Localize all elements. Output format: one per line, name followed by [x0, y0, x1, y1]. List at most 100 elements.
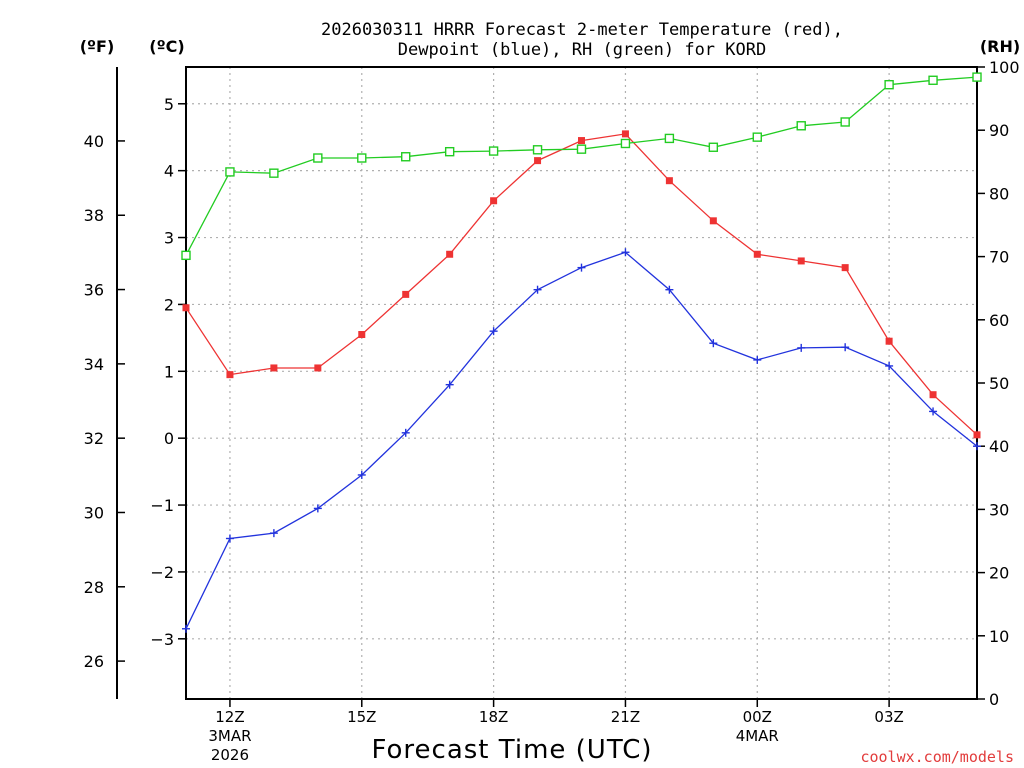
rh-tick-label: 70: [989, 248, 1009, 267]
data-point: [840, 117, 850, 127]
data-point: [973, 431, 981, 439]
rh-tick-label: 60: [989, 311, 1009, 330]
time-tick-year: 2026: [211, 746, 249, 764]
celsius-tick-label: 2: [164, 295, 174, 314]
rh-tick-label: 0: [989, 690, 999, 709]
data-point: [401, 152, 411, 162]
data-point: [534, 157, 542, 165]
data-point: [665, 177, 673, 185]
plot-frame: [185, 66, 978, 700]
time-tick-date: 4MAR: [736, 727, 779, 745]
fahrenheit-tick-label: 26: [84, 652, 104, 671]
fahrenheit-tick-label: 40: [84, 132, 104, 151]
data-point: [973, 442, 981, 451]
axes: [116, 66, 978, 700]
chart-title-line2: Dewpoint (blue), RH (green) for KORD: [398, 40, 766, 60]
fahrenheit-unit-label: (ºF): [80, 37, 115, 56]
time-tick-label: 12Z: [215, 708, 244, 726]
rh-tick-label: 40: [989, 437, 1009, 456]
series-line: [185, 133, 978, 436]
celsius-axis-ticks: −3 −2 −1 0 1 2 3 4 5: [150, 95, 186, 649]
fahrenheit-tick-label: 38: [84, 206, 104, 225]
data-point: [578, 137, 585, 145]
rh-tick-label: 30: [989, 500, 1009, 519]
data-point: [269, 168, 279, 178]
data-point: [797, 343, 806, 352]
data-point: [665, 285, 674, 294]
series-2-meter-temperature: [182, 130, 981, 439]
time-tick-label: 00Z: [743, 708, 772, 726]
celsius-tick-label: −1: [150, 496, 174, 515]
fahrenheit-tick-label: 34: [84, 355, 104, 374]
data-point: [885, 361, 894, 370]
data-point: [752, 132, 762, 142]
x-axis-label: Forecast Time (UTC): [371, 735, 652, 765]
data-point: [225, 534, 234, 543]
rh-tick-label: 10: [989, 627, 1009, 646]
data-point: [884, 79, 894, 90]
data-point: [576, 144, 587, 154]
data-point: [488, 146, 499, 156]
data-point: [445, 380, 454, 389]
celsius-tick-label: 1: [164, 362, 174, 381]
data-point: [928, 75, 938, 85]
fahrenheit-tick-label: 36: [84, 281, 104, 300]
time-tick-label: 03Z: [874, 708, 903, 726]
rh-axis-ticks: 0 10 20 30 40 50 60 70 80 90 100: [977, 58, 1020, 709]
data-point: [313, 153, 323, 163]
data-point: [620, 138, 631, 149]
data-point: [226, 371, 234, 379]
data-point: [181, 250, 191, 261]
rh-tick-label: 50: [989, 374, 1009, 393]
data-point: [314, 364, 322, 372]
data-point: [313, 504, 322, 513]
series-dewpoint: [182, 248, 981, 633]
celsius-tick-label: −2: [150, 563, 174, 582]
fahrenheit-tick-label: 28: [84, 578, 104, 597]
celsius-tick-label: 0: [164, 429, 174, 448]
data-point: [709, 217, 717, 225]
celsius-tick-label: 3: [164, 229, 174, 248]
grid-lines: [186, 67, 977, 699]
time-tick-label: 21Z: [611, 708, 640, 726]
chart-title-line1: 2026030311 HRRR Forecast 2-meter Tempera…: [321, 20, 843, 40]
data-point: [358, 331, 366, 339]
data-point: [621, 248, 630, 257]
data-point: [444, 146, 455, 157]
celsius-tick-label: 4: [164, 162, 174, 181]
data-point: [401, 428, 410, 437]
data-point: [841, 343, 850, 352]
data-point: [182, 304, 190, 312]
data-point: [446, 250, 454, 258]
rh-tick-label: 80: [989, 184, 1009, 203]
data-point: [972, 72, 982, 82]
data-point: [797, 257, 805, 265]
celsius-unit-label: (ºC): [149, 37, 184, 56]
celsius-tick-label: −3: [150, 630, 174, 649]
fahrenheit-tick-label: 30: [84, 503, 104, 522]
rh-tick-label: 20: [989, 564, 1009, 583]
fahrenheit-axis-ticks: 26 28 30 32 34 36 38 40: [84, 132, 125, 671]
data-point: [577, 263, 586, 272]
celsius-tick-label: 5: [164, 95, 174, 114]
rh-tick-label: 90: [989, 121, 1009, 140]
rh-unit-label: (RH): [980, 37, 1020, 56]
data-point: [489, 327, 498, 336]
data-point: [664, 133, 675, 144]
data-point: [708, 142, 719, 152]
data-point: [357, 470, 366, 479]
credit-text: coolwx.com/models: [860, 748, 1014, 766]
fahrenheit-tick-label: 32: [84, 429, 104, 448]
time-tick-date: 3MAR: [208, 727, 251, 745]
series-relative-humidity: [181, 72, 982, 261]
data-point: [885, 337, 893, 345]
data-point: [269, 529, 278, 538]
data-point: [490, 197, 498, 205]
data-point: [841, 264, 849, 272]
data-point: [796, 121, 806, 131]
data-point: [929, 391, 937, 399]
data-point: [621, 130, 629, 138]
data-point: [533, 285, 542, 294]
